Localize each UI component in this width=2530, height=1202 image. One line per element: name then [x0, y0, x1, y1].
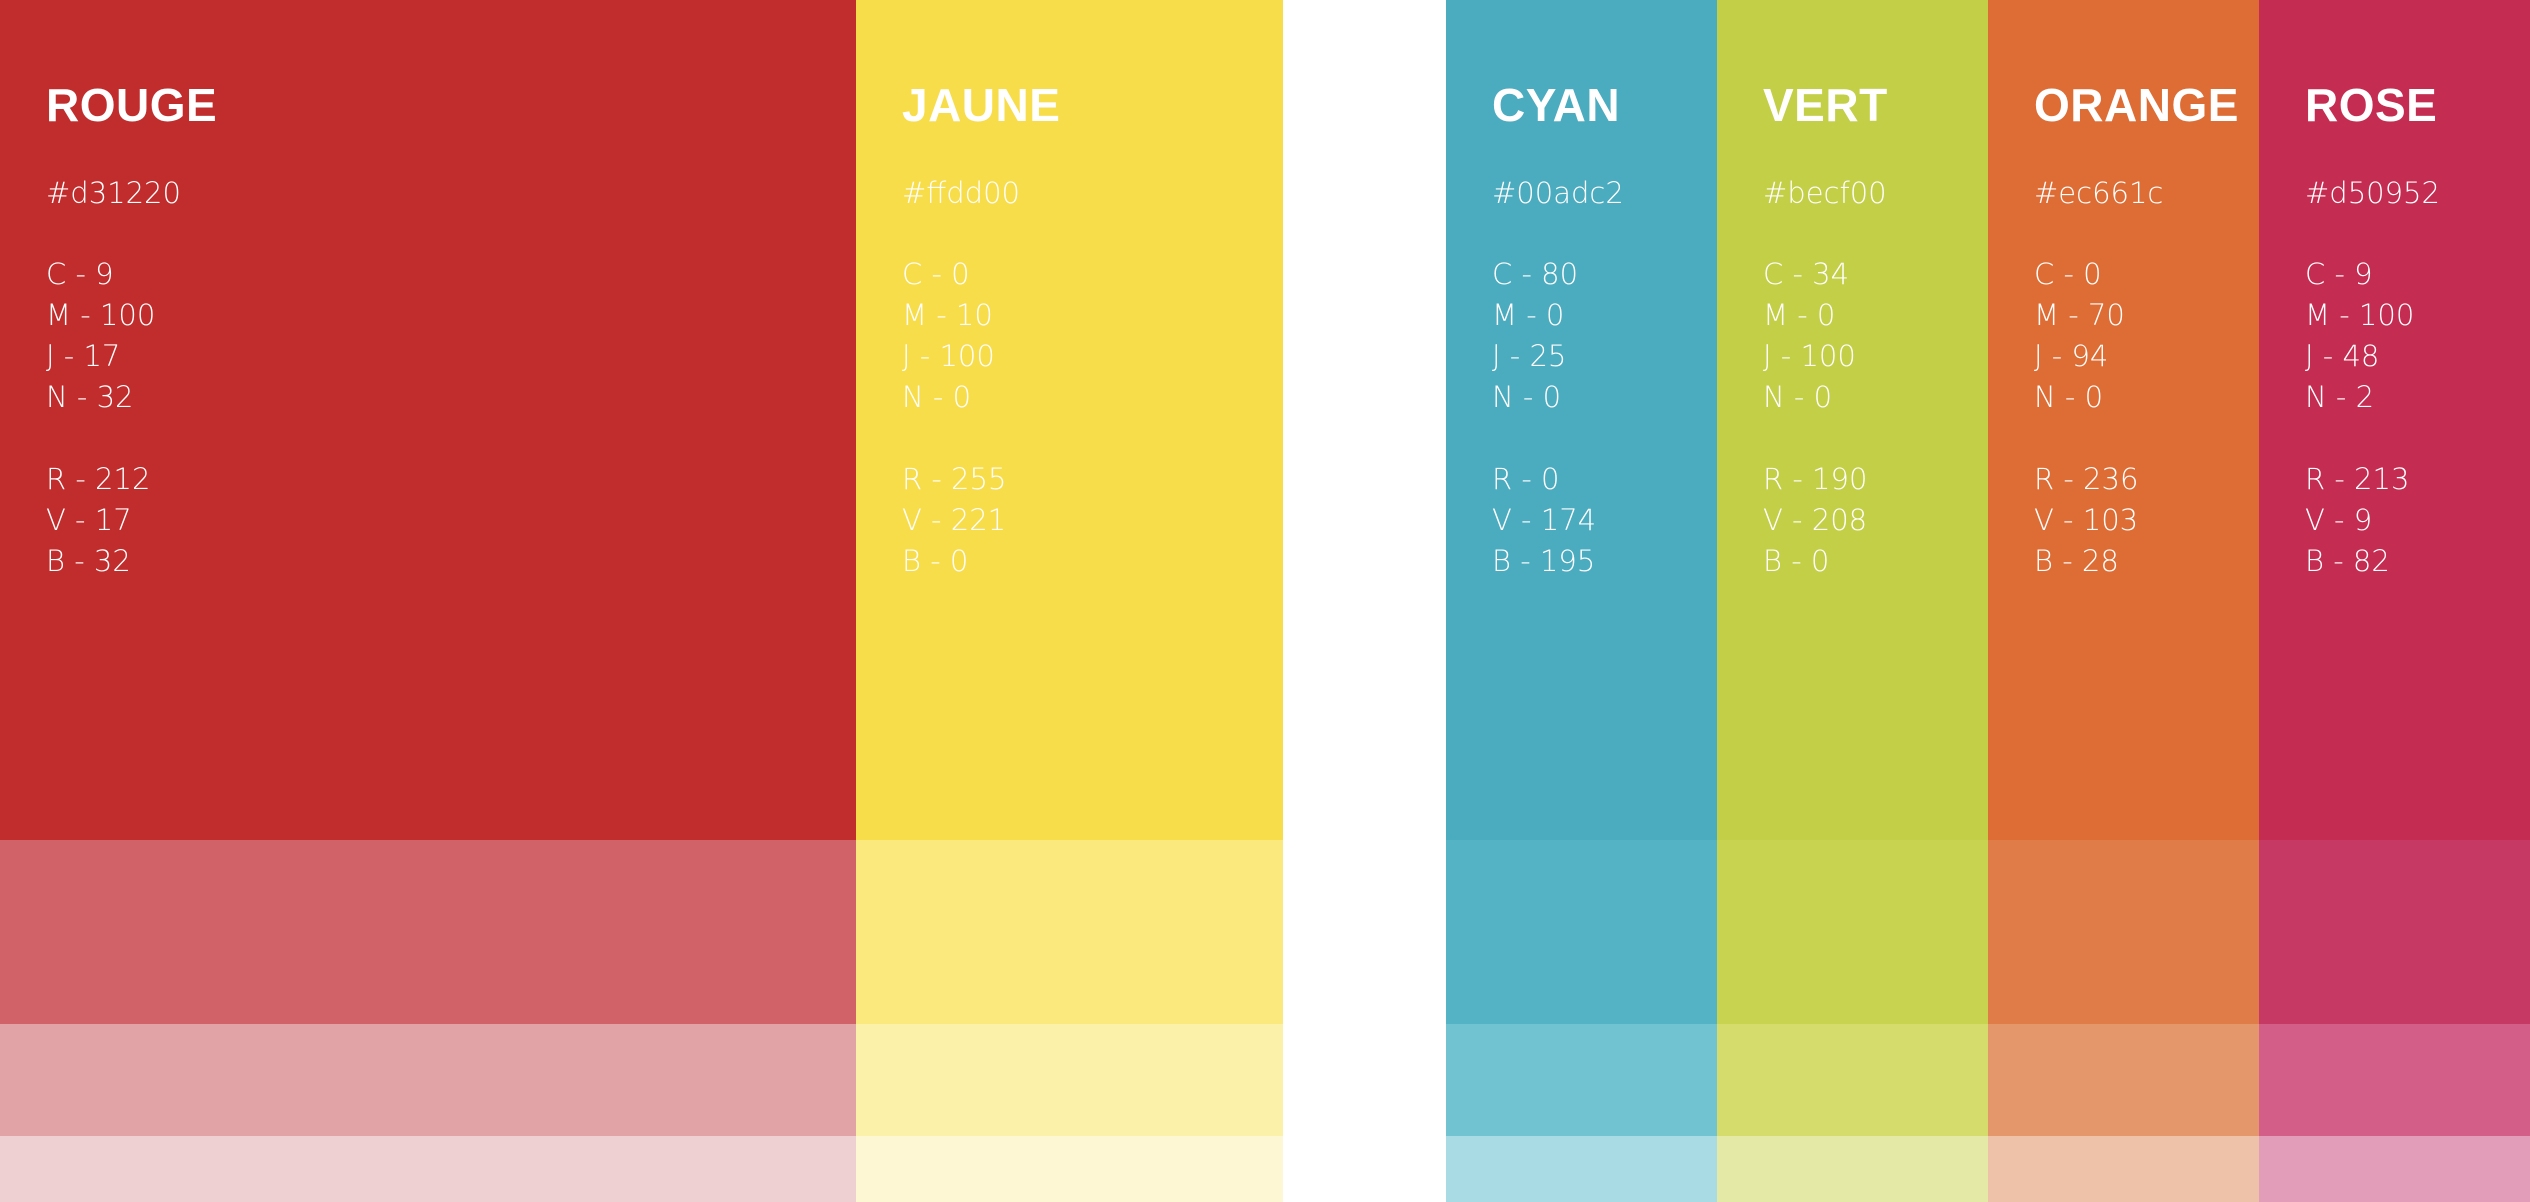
- tint-band-1: [1988, 840, 2259, 1024]
- rgb-value: B - 28: [2034, 544, 2119, 578]
- rgb-value: V - 17: [46, 503, 132, 537]
- swatch-vert: VERT #becf00 C - 34 M - 0 J - 100 N - 0 R - 19…: [1717, 0, 1988, 1202]
- tint-band-0: [1988, 0, 2259, 840]
- tint-band-2: [1988, 1024, 2259, 1136]
- swatch-rose: ROSE #d50952 C - 9 M - 100 J - 48 N - 2 R - 21…: [2259, 0, 2530, 1202]
- swatch-hex: #d50952: [2305, 176, 2440, 210]
- tint-band-2: [1446, 1024, 1717, 1136]
- tint-band-3: [0, 1136, 856, 1202]
- tint-band-2: [0, 1024, 856, 1136]
- cmyk-value: J - 94: [2034, 339, 2109, 373]
- tint-band-2: [1717, 1024, 1988, 1136]
- cmyk-value: N - 0: [1763, 380, 1833, 414]
- rgb-value: V - 221: [902, 503, 1007, 537]
- swatch-rouge: ROUGE #d31220 C - 9 M - 100 J - 17 N - 32 R - …: [0, 0, 856, 1202]
- rgb-value: V - 9: [2305, 503, 2373, 537]
- cmyk-value: C - 0: [902, 257, 970, 291]
- tint-band-2: [2259, 1024, 2530, 1136]
- tint-band-3: [1717, 1136, 1988, 1202]
- rgb-value: R - 213: [2305, 462, 2410, 496]
- tint-band-3: [1988, 1136, 2259, 1202]
- cmyk-value: N - 0: [1492, 380, 1562, 414]
- swatch-jaune: JAUNE #ffdd00 C - 0 M - 10 J - 100 N - 0 R - 2…: [856, 0, 1283, 1202]
- rgb-value: R - 0: [1492, 462, 1560, 496]
- swatch-hex: #ec661c: [2034, 176, 2164, 210]
- swatch-hex: #d31220: [46, 176, 181, 210]
- tint-band-0: [1446, 0, 1717, 840]
- rgb-value: B - 0: [902, 544, 969, 578]
- rgb-value: B - 0: [1763, 544, 1830, 578]
- cmyk-value: M - 70: [2034, 298, 2125, 332]
- rgb-value: B - 82: [2305, 544, 2390, 578]
- tint-band-1: [1446, 840, 1717, 1024]
- tint-band-1: [1717, 840, 1988, 1024]
- tint-band-3: [1446, 1136, 1717, 1202]
- swatch-cyan: CYAN #00adc2 C - 80 M - 0 J - 25 N - 0 R - 0 V …: [1446, 0, 1717, 1202]
- swatch-hex: #00adc2: [1492, 176, 1624, 210]
- rgb-value: B - 195: [1492, 544, 1596, 578]
- swatch-name: ROSE: [2305, 79, 2438, 131]
- cmyk-value: C - 0: [2034, 257, 2102, 291]
- tint-band-1: [856, 840, 1283, 1024]
- swatch-name: JAUNE: [902, 79, 1061, 131]
- cmyk-value: C - 9: [46, 257, 114, 291]
- tint-band-2: [856, 1024, 1283, 1136]
- tint-band-3: [856, 1136, 1283, 1202]
- cmyk-value: N - 0: [2034, 380, 2104, 414]
- cmyk-value: M - 0: [1763, 298, 1836, 332]
- tint-band-3: [2259, 1136, 2530, 1202]
- swatch-hex: #ffdd00: [902, 176, 1020, 210]
- tint-band-0: [1717, 0, 1988, 840]
- rgb-value: B - 32: [46, 544, 131, 578]
- cmyk-value: J - 17: [46, 339, 121, 373]
- tint-band-1: [2259, 840, 2530, 1024]
- cmyk-value: N - 0: [902, 380, 972, 414]
- cmyk-value: N - 2: [2305, 380, 2375, 414]
- tint-band-1: [0, 840, 856, 1024]
- cmyk-value: C - 34: [1763, 257, 1850, 291]
- cmyk-value: C - 80: [1492, 257, 1579, 291]
- swatch-name: VERT: [1763, 79, 1888, 131]
- tint-band-0: [856, 0, 1283, 840]
- tint-band-0: [2259, 0, 2530, 840]
- rgb-value: R - 236: [2034, 462, 2139, 496]
- rgb-value: R - 212: [46, 462, 151, 496]
- rgb-value: R - 190: [1763, 462, 1868, 496]
- tint-band-0: [0, 0, 856, 840]
- cmyk-value: N - 32: [46, 380, 134, 414]
- cmyk-value: M - 10: [902, 298, 993, 332]
- cmyk-value: C - 9: [2305, 257, 2373, 291]
- swatch-name: ROUGE: [46, 79, 218, 131]
- cmyk-value: J - 100: [902, 339, 995, 373]
- cmyk-value: J - 48: [2305, 339, 2380, 373]
- cmyk-value: M - 100: [2305, 298, 2415, 332]
- rgb-value: R - 255: [902, 462, 1007, 496]
- cmyk-value: M - 100: [46, 298, 156, 332]
- cmyk-value: J - 25: [1492, 339, 1567, 373]
- swatch-name: ORANGE: [2034, 79, 2239, 131]
- rgb-value: V - 174: [1492, 503, 1597, 537]
- cmyk-value: J - 100: [1763, 339, 1856, 373]
- swatch-orange: ORANGE #ec661c C - 0 M - 70 J - 94 N - 0 R - 2…: [1988, 0, 2259, 1202]
- swatch-hex: #becf00: [1763, 176, 1887, 210]
- rgb-value: V - 208: [1763, 503, 1868, 537]
- swatch-name: CYAN: [1492, 79, 1621, 131]
- cmyk-value: M - 0: [1492, 298, 1565, 332]
- rgb-value: V - 103: [2034, 503, 2139, 537]
